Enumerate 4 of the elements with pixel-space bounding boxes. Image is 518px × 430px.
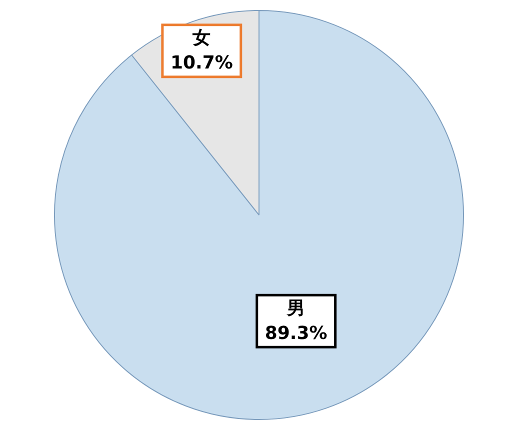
slice-label: 女: [192, 28, 211, 49]
slice-label: 男: [286, 298, 306, 319]
data-label: 10.7%: [170, 52, 233, 74]
data-label: 89.3%: [264, 322, 328, 344]
